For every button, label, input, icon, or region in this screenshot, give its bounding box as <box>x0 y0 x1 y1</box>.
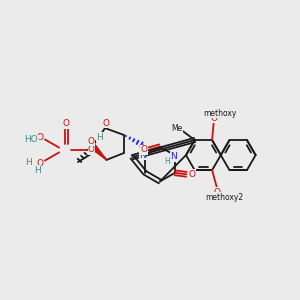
Text: N: N <box>170 152 177 161</box>
Text: O: O <box>102 118 109 127</box>
Text: H: H <box>165 158 170 166</box>
Text: methoxy2: methoxy2 <box>206 193 244 202</box>
Text: O: O <box>88 146 95 154</box>
Text: O: O <box>213 188 220 196</box>
Text: O: O <box>36 133 43 142</box>
Text: O: O <box>188 170 195 179</box>
Text: O: O <box>62 119 70 128</box>
Text: H: H <box>96 133 103 142</box>
Text: methoxy: methoxy <box>203 109 236 118</box>
Text: O: O <box>140 145 148 154</box>
Text: HO: HO <box>25 135 38 144</box>
Text: O: O <box>88 136 95 146</box>
Text: Me: Me <box>171 124 182 133</box>
Text: H: H <box>34 166 41 175</box>
Text: O: O <box>36 159 43 168</box>
Text: N: N <box>139 151 146 160</box>
Text: O: O <box>210 114 217 123</box>
Polygon shape <box>91 145 106 160</box>
Text: H: H <box>25 158 32 167</box>
